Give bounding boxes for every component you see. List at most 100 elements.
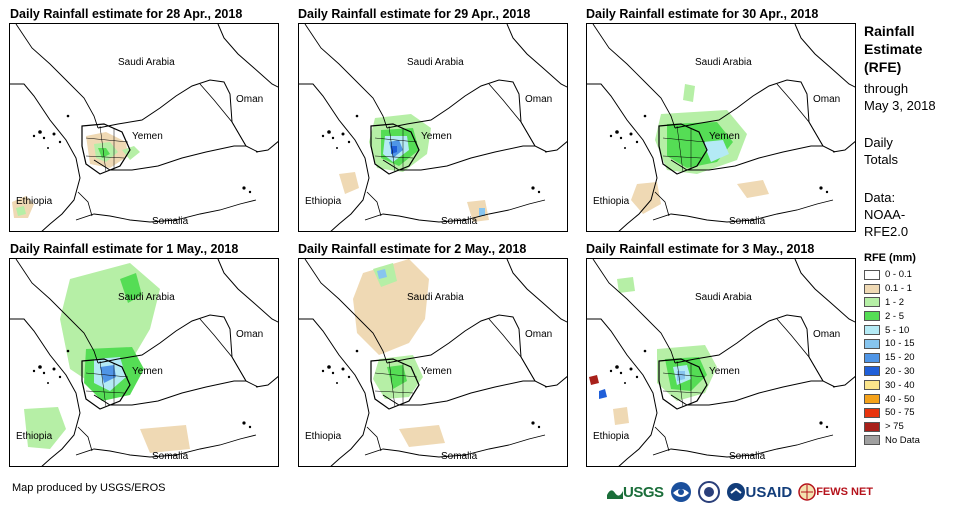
panel-title-4: Daily Rainfall estimate for 1 May., 2018 — [10, 242, 239, 256]
legend-swatch — [864, 421, 880, 432]
label-saudi-arabia: Saudi Arabia — [695, 292, 752, 303]
legend-item: 0.1 - 1 — [864, 282, 920, 296]
usaid-seal-icon — [726, 483, 745, 501]
rainfall-fill-layer — [24, 263, 190, 453]
legend-label: 2 - 5 — [885, 310, 905, 322]
sidebar-data: Data: NOAA- RFE2.0 — [864, 189, 908, 240]
sidebar-through: through May 3, 2018 — [864, 80, 936, 114]
rainfall-fill-layer — [353, 259, 445, 447]
rainfall-map-2-may: Saudi Arabia Oman Yemen Ethiopia Somalia — [298, 258, 568, 467]
label-saudi-arabia: Saudi Arabia — [407, 292, 464, 303]
sidebar-daily-line1: Daily — [864, 135, 893, 150]
legend-swatch — [864, 283, 880, 294]
map-basemap — [587, 259, 855, 466]
legend-item: 1 - 2 — [864, 296, 920, 310]
map-basemap — [299, 24, 567, 231]
map-basemap — [299, 259, 567, 466]
label-yemen: Yemen — [421, 131, 452, 142]
label-ethiopia: Ethiopia — [305, 196, 342, 207]
sidebar-title: Rainfall Estimate (RFE) — [864, 22, 922, 76]
panel-title-5: Daily Rainfall estimate for 2 May., 2018 — [298, 242, 527, 256]
legend-label: 30 - 40 — [885, 379, 915, 391]
boundary-layer — [299, 24, 567, 231]
label-yemen: Yemen — [709, 131, 740, 142]
label-yemen: Yemen — [421, 366, 452, 377]
dhs-seal-logo — [697, 481, 720, 503]
label-yemen: Yemen — [709, 366, 740, 377]
label-yemen: Yemen — [132, 366, 163, 377]
legend-item: 40 - 50 — [864, 392, 920, 406]
label-somalia: Somalia — [441, 451, 478, 462]
legend-item: > 75 — [864, 420, 920, 434]
label-ethiopia: Ethiopia — [16, 431, 53, 442]
legend-label: 40 - 50 — [885, 393, 915, 405]
label-somalia: Somalia — [152, 216, 189, 227]
map-basemap — [587, 24, 855, 231]
fews-globe-icon — [798, 483, 816, 501]
label-somalia: Somalia — [729, 216, 766, 227]
sidebar-through-date: May 3, 2018 — [864, 98, 936, 113]
legend-item: 30 - 40 — [864, 378, 920, 392]
panel-title-1: Daily Rainfall estimate for 28 Apr., 201… — [10, 7, 243, 21]
label-saudi-arabia: Saudi Arabia — [118, 57, 175, 68]
sidebar-data-line2: NOAA- — [864, 207, 906, 222]
boundary-layer — [10, 24, 278, 231]
rainfall-map-3-may: Saudi Arabia Oman Yemen Ethiopia Somalia — [586, 258, 856, 467]
legend-item: 0 - 0.1 — [864, 268, 920, 282]
legend-swatch — [864, 407, 880, 418]
sidebar-title-line1: Rainfall — [864, 23, 915, 39]
rainfall-map-29-apr: Saudi Arabia Oman Yemen Ethiopia Somalia — [298, 23, 568, 232]
usgs-logo-text: USGS — [623, 483, 664, 501]
legend-swatch — [864, 394, 880, 405]
rainfall-map-28-apr: Saudi Arabia Oman Yemen Ethiopia Somalia — [9, 23, 279, 232]
legend-item: 20 - 30 — [864, 365, 920, 379]
map-credit: Map produced by USGS/EROS — [12, 482, 166, 494]
map-basemap — [10, 24, 278, 231]
label-saudi-arabia: Saudi Arabia — [407, 57, 464, 68]
sidebar-daily-line2: Totals — [864, 152, 898, 167]
sidebar-data-line1: Data: — [864, 190, 896, 205]
legend-label: 0 - 0.1 — [885, 269, 912, 281]
sidebar-daily: Daily Totals — [864, 134, 898, 168]
legend-item: 50 - 75 — [864, 406, 920, 420]
rainfall-map-30-apr: Saudi Arabia Oman Yemen Ethiopia Somalia — [586, 23, 856, 232]
label-ethiopia: Ethiopia — [16, 196, 53, 207]
fews-net-logo: FEWS NET — [798, 483, 873, 501]
legend-swatch — [864, 380, 880, 391]
legend-item: No Data — [864, 434, 920, 448]
sidebar-title-line2: Estimate — [864, 41, 923, 57]
label-oman: Oman — [525, 94, 553, 105]
legend-label: 1 - 2 — [885, 296, 905, 308]
label-oman: Oman — [813, 94, 841, 105]
usaid-logo-text: USAID — [745, 483, 793, 501]
usgs-logo: USGS — [607, 484, 664, 501]
panel-title-2: Daily Rainfall estimate for 29 Apr., 201… — [298, 7, 531, 21]
usgs-wave-icon — [607, 490, 623, 499]
legend-swatch — [864, 311, 880, 322]
legend-item: 15 - 20 — [864, 351, 920, 365]
label-oman: Oman — [236, 329, 264, 340]
rainfall-map-1-may: Saudi Arabia Oman Yemen Ethiopia Somalia — [9, 258, 279, 467]
rainfall-fill-layer — [339, 114, 489, 222]
legend-label: 15 - 20 — [885, 352, 915, 364]
legend-label: 0.1 - 1 — [885, 283, 912, 295]
map-basemap — [10, 259, 278, 466]
partner-logos: USGS USAID FEWS NET — [607, 478, 879, 506]
label-ethiopia: Ethiopia — [305, 431, 342, 442]
boundary-layer — [587, 24, 855, 231]
label-saudi-arabia: Saudi Arabia — [695, 57, 752, 68]
agency-seal-icon — [697, 481, 720, 503]
usaid-logo: USAID — [726, 482, 793, 502]
panel-title-3: Daily Rainfall estimate for 30 Apr., 201… — [586, 7, 819, 21]
sidebar-title-line3: (RFE) — [864, 59, 902, 75]
legend-swatch — [864, 297, 880, 308]
panel-title-6: Daily Rainfall estimate for 3 May., 2018 — [586, 242, 815, 256]
legend-label: No Data — [885, 434, 920, 446]
label-oman: Oman — [236, 94, 264, 105]
label-ethiopia: Ethiopia — [593, 431, 630, 442]
label-somalia: Somalia — [152, 451, 189, 462]
legend-label: > 75 — [885, 421, 904, 433]
legend-label: 10 - 15 — [885, 338, 915, 350]
label-somalia: Somalia — [729, 451, 766, 462]
